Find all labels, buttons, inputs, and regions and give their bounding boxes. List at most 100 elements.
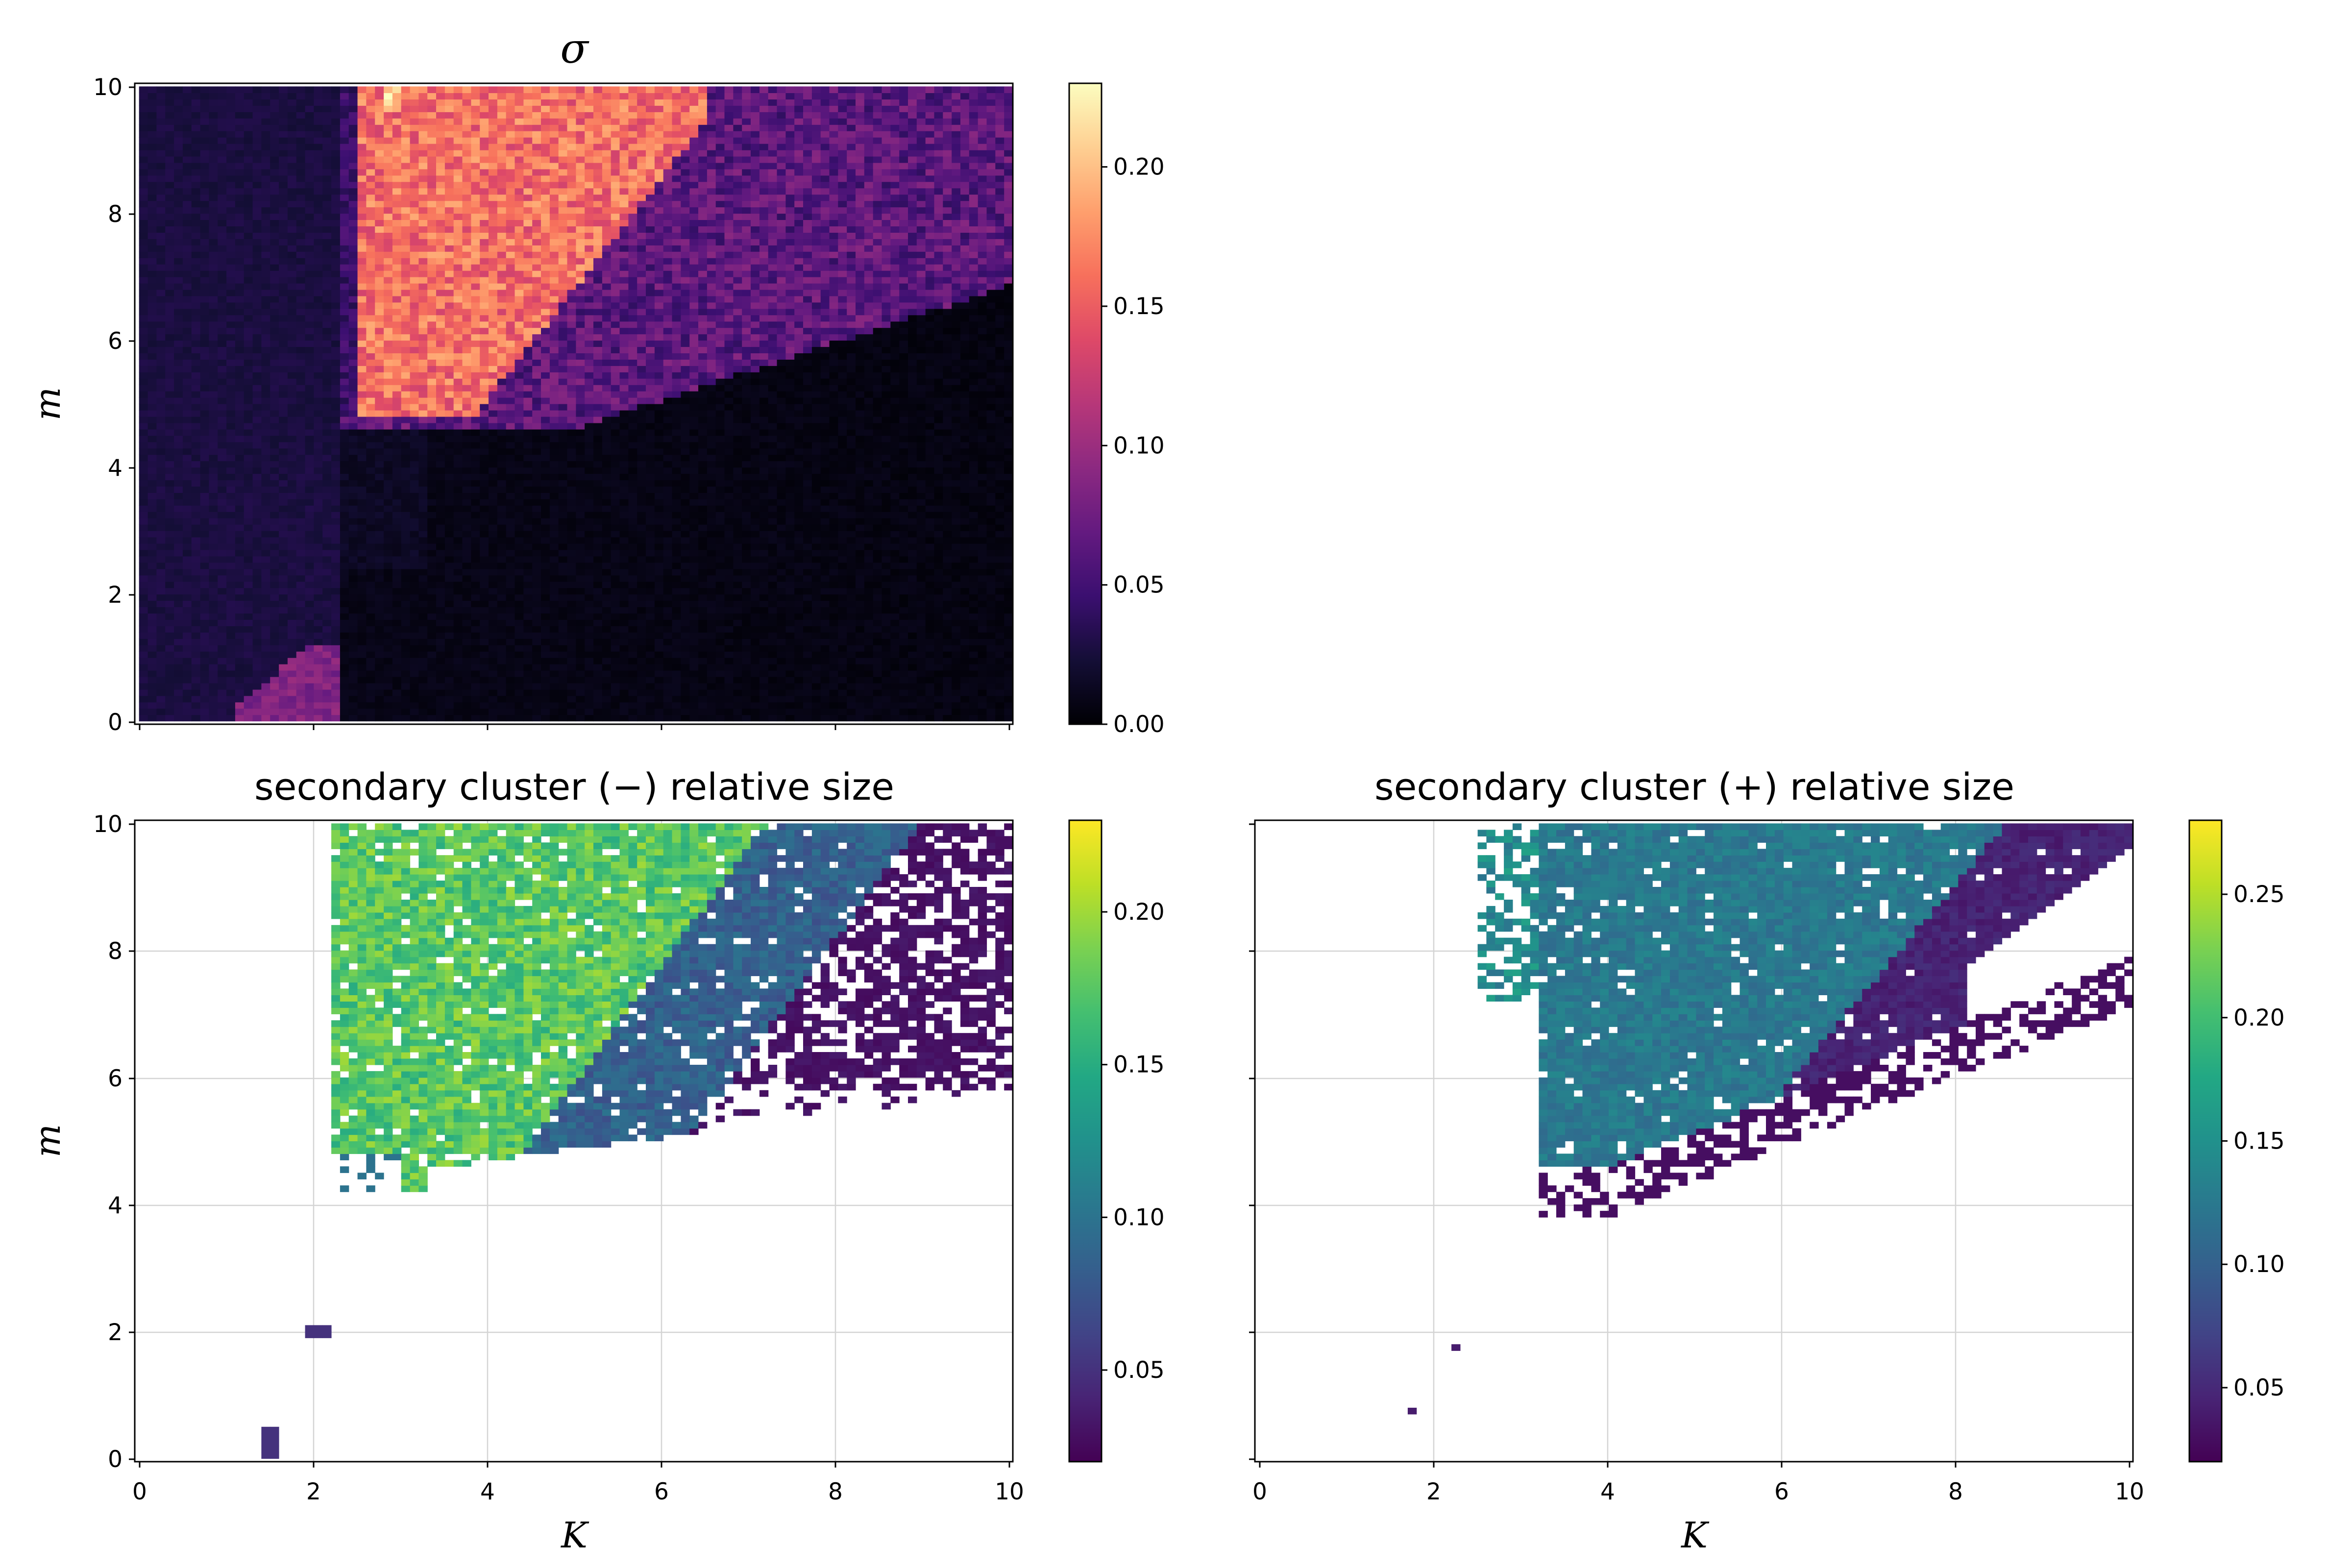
heatmap-cell — [733, 664, 742, 671]
heatmap-cell — [611, 549, 620, 557]
heatmap-cell — [174, 613, 183, 620]
heatmap-cell — [174, 404, 183, 411]
heatmap-cell — [279, 473, 288, 481]
heatmap-cell — [226, 556, 236, 563]
heatmap-cell — [453, 549, 463, 557]
heatmap-cell — [777, 448, 786, 455]
heatmap-cell — [139, 531, 148, 538]
heatmap-cell — [576, 708, 585, 715]
heatmap-cell — [838, 518, 847, 525]
heatmap-cell — [401, 537, 411, 544]
heatmap-cell — [978, 441, 987, 449]
heatmap-cell — [314, 404, 323, 411]
heatmap-cell — [366, 486, 375, 493]
heatmap-cell — [707, 575, 716, 582]
heatmap-cell — [785, 702, 795, 709]
heatmap-cell — [768, 512, 778, 518]
heatmap-cell — [418, 588, 428, 595]
heatmap-cell — [480, 448, 489, 455]
heatmap-cell — [654, 651, 664, 658]
heatmap-cell — [314, 549, 323, 557]
heatmap-cell — [689, 645, 699, 652]
heatmap-cell — [261, 638, 270, 645]
heatmap-cell — [742, 689, 751, 696]
heatmap-cell — [663, 658, 673, 664]
heatmap-cell — [672, 588, 681, 595]
heatmap-cell — [882, 638, 891, 645]
heatmap-cell — [139, 461, 148, 468]
heatmap-cell — [287, 486, 297, 493]
heatmap-cell — [541, 683, 550, 690]
heatmap-cell — [357, 416, 367, 423]
heatmap-cell — [1004, 480, 1013, 487]
heatmap-cell — [270, 613, 279, 620]
heatmap-cell — [567, 549, 576, 557]
heatmap-cell — [593, 435, 603, 442]
heatmap-cell — [226, 549, 236, 557]
heatmap-cell — [489, 594, 498, 601]
heatmap-cell — [943, 422, 952, 430]
heatmap-cell — [156, 575, 166, 582]
heatmap-cell — [663, 670, 673, 677]
heatmap-cell — [182, 416, 192, 423]
heatmap-cell — [952, 607, 961, 614]
heatmap-cell — [995, 524, 1004, 531]
heatmap-cell — [960, 645, 970, 652]
heatmap-cell — [742, 626, 751, 633]
heatmap-cell — [969, 454, 979, 462]
heatmap-cell — [882, 518, 891, 525]
heatmap-cell — [489, 518, 498, 525]
heatmap-cell — [934, 702, 943, 709]
heatmap-cell — [436, 638, 445, 645]
heatmap-cell — [532, 613, 541, 620]
heatmap-cell — [1004, 581, 1013, 588]
heatmap-cell — [811, 714, 821, 722]
heatmap-cell — [646, 473, 655, 481]
heatmap-cell — [838, 568, 847, 576]
heatmap-cell — [707, 492, 716, 499]
heatmap-cell — [663, 473, 673, 481]
heatmap-cell — [558, 600, 568, 608]
heatmap-cell — [882, 658, 891, 664]
heatmap-cell — [698, 651, 708, 658]
heatmap-cell — [777, 619, 786, 626]
heatmap-cell — [838, 658, 847, 664]
heatmap-cell — [384, 531, 393, 538]
heatmap-cell — [925, 594, 935, 601]
heatmap-cell — [523, 435, 533, 442]
heatmap-cell — [209, 651, 218, 658]
heatmap-cell — [567, 556, 576, 563]
heatmap-cell — [156, 549, 166, 557]
heatmap-cell — [777, 410, 786, 417]
heatmap-cell — [864, 441, 874, 449]
heatmap-cell — [803, 512, 812, 518]
heatmap-cell — [759, 689, 769, 696]
heatmap-cell — [462, 467, 471, 474]
heatmap-cell — [191, 626, 201, 633]
heatmap-cell — [637, 435, 646, 442]
heatmap-cell — [182, 626, 192, 633]
heatmap-cell — [873, 676, 882, 684]
heatmap-cell — [375, 645, 384, 652]
heatmap-cell — [558, 549, 568, 557]
heatmap-cell — [436, 429, 445, 436]
heatmap-cell — [969, 512, 979, 518]
heatmap-cell — [925, 512, 935, 518]
heatmap-cell — [270, 607, 279, 614]
heatmap-cell — [340, 676, 349, 684]
heatmap-cell — [314, 461, 323, 468]
heatmap-cell — [873, 454, 882, 462]
heatmap-cell — [139, 435, 148, 442]
heatmap-cell — [611, 638, 620, 645]
heatmap-cell — [751, 480, 760, 487]
heatmap-cell — [619, 651, 629, 658]
heatmap-cell — [689, 702, 699, 709]
heatmap-cell — [847, 670, 856, 677]
heatmap-cell — [506, 454, 515, 462]
heatmap-cell — [549, 543, 559, 550]
heatmap-cell — [497, 613, 507, 620]
heatmap-cell — [489, 619, 498, 626]
heatmap-cell — [305, 512, 314, 518]
heatmap-cell — [646, 416, 655, 423]
heatmap-cell — [480, 708, 489, 715]
